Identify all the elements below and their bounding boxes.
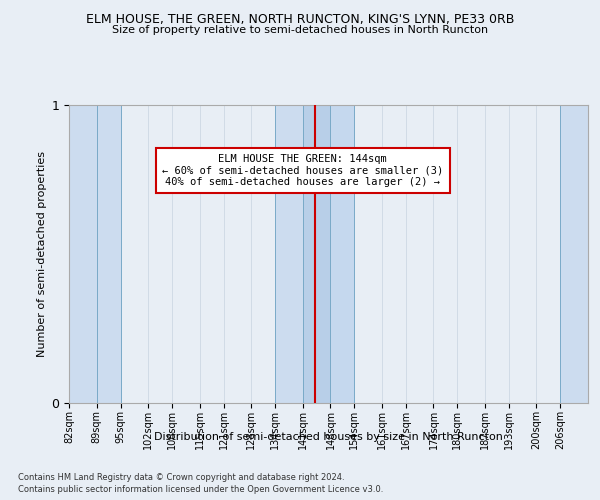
Text: ELM HOUSE THE GREEN: 144sqm
← 60% of semi-detached houses are smaller (3)
40% of: ELM HOUSE THE GREEN: 144sqm ← 60% of sem… bbox=[162, 154, 443, 187]
Text: Size of property relative to semi-detached houses in North Runcton: Size of property relative to semi-detach… bbox=[112, 25, 488, 35]
Text: ELM HOUSE, THE GREEN, NORTH RUNCTON, KING'S LYNN, PE33 0RB: ELM HOUSE, THE GREEN, NORTH RUNCTON, KIN… bbox=[86, 12, 514, 26]
Bar bbox=[560, 105, 588, 403]
Bar bbox=[97, 105, 121, 403]
Bar bbox=[69, 105, 97, 403]
Bar bbox=[303, 105, 331, 403]
Bar bbox=[275, 105, 303, 403]
Text: Contains HM Land Registry data © Crown copyright and database right 2024.: Contains HM Land Registry data © Crown c… bbox=[18, 472, 344, 482]
Text: Contains public sector information licensed under the Open Government Licence v3: Contains public sector information licen… bbox=[18, 485, 383, 494]
Y-axis label: Number of semi-detached properties: Number of semi-detached properties bbox=[37, 151, 47, 357]
Bar bbox=[331, 105, 354, 403]
Text: Distribution of semi-detached houses by size in North Runcton: Distribution of semi-detached houses by … bbox=[154, 432, 503, 442]
